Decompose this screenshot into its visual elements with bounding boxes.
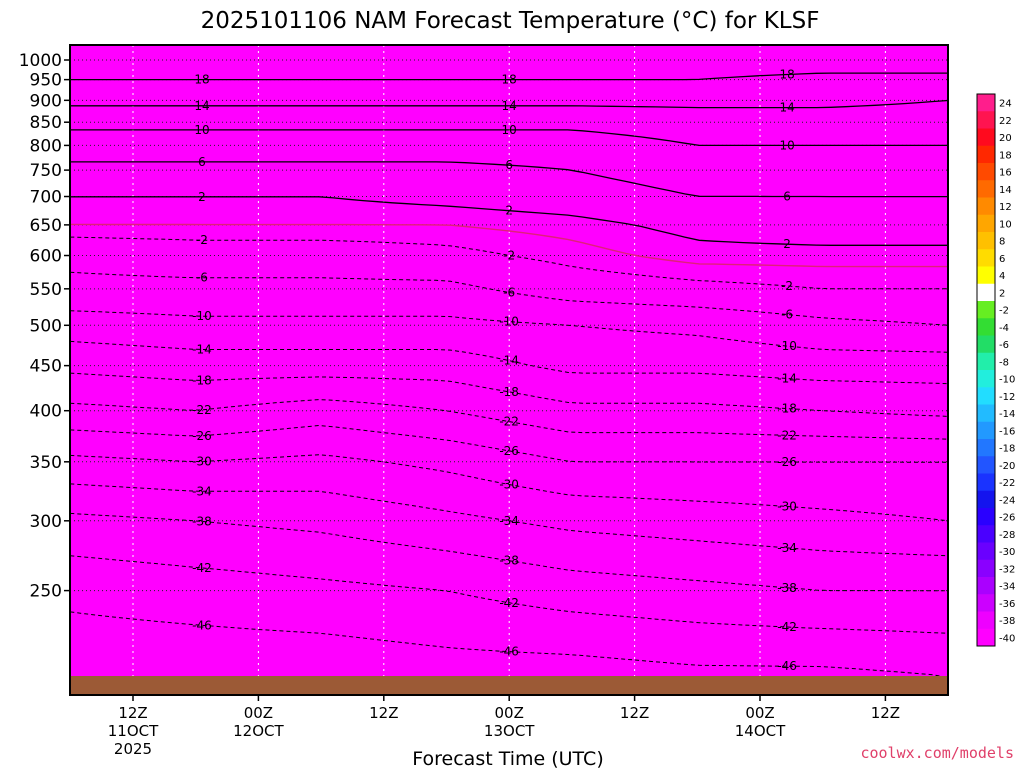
chart-title: 2025101106 NAM Forecast Temperature (°C)… xyxy=(201,8,820,34)
